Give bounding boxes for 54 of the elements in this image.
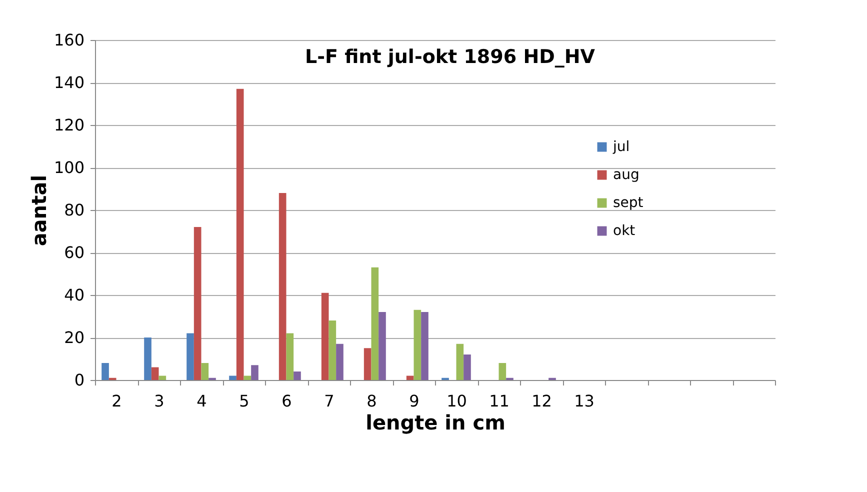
x-tick-label: 8 (366, 392, 377, 410)
bar (251, 365, 258, 380)
y-axis-title: aantal (26, 174, 51, 246)
y-tick-label: 0 (74, 370, 84, 390)
bar (194, 227, 202, 380)
bar (201, 363, 209, 380)
x-tick-label: 9 (409, 392, 420, 410)
y-tick-label: 60 (64, 243, 84, 262)
bar (364, 348, 372, 380)
bar (294, 372, 301, 380)
bar (144, 338, 152, 380)
x-tick-label: 13 (574, 392, 594, 410)
y-tick-label: 100 (54, 158, 84, 177)
x-tick-label: 3 (154, 392, 164, 410)
bar (336, 344, 344, 380)
x-tick-label: 11 (489, 392, 510, 410)
bar (244, 376, 252, 380)
bar (321, 292, 329, 380)
chart-title: L-F fint jul-okt 1896 HD_HV (305, 46, 596, 68)
bar (421, 312, 428, 380)
bar (151, 367, 159, 380)
bar (406, 376, 414, 380)
x-tick-label: 5 (239, 392, 250, 410)
bar (186, 333, 194, 380)
y-tick-label: 160 (54, 30, 84, 50)
x-axis-title: lengte in cm (366, 410, 506, 434)
legend-label: aug (613, 167, 640, 183)
legend-label: okt (613, 223, 636, 239)
bar (102, 363, 109, 380)
bar (158, 376, 166, 380)
bar (371, 267, 379, 380)
bar (456, 344, 464, 380)
bar (328, 320, 336, 380)
y-tick-label: 140 (54, 73, 84, 92)
y-tick-label: 40 (64, 286, 84, 304)
x-tick-label: 12 (532, 392, 552, 410)
y-tick-label: 120 (54, 116, 84, 134)
bar (286, 333, 294, 380)
x-tick-label: 10 (446, 392, 467, 410)
legend-label: jul (612, 139, 630, 155)
bar (236, 88, 244, 380)
x-tick-label: 7 (324, 392, 334, 410)
x-tick-label: 6 (282, 392, 292, 410)
y-tick-label: 80 (64, 200, 84, 220)
x-tick-label: 2 (112, 392, 122, 410)
bar (464, 354, 471, 380)
legend-label: sept (613, 195, 644, 211)
bar (414, 310, 422, 380)
x-tick-label: 4 (196, 392, 207, 410)
y-tick-label: 20 (64, 328, 84, 347)
bar (278, 193, 286, 380)
bar (498, 363, 506, 380)
bar (378, 312, 386, 380)
bar (229, 376, 236, 380)
